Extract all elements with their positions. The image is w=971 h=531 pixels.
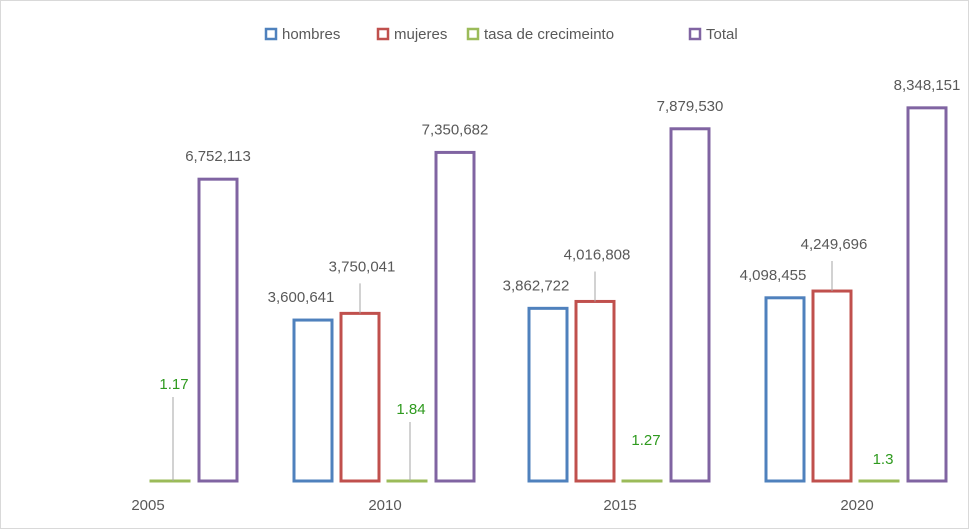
legend-label: mujeres (394, 26, 447, 43)
value-label: 1.17 (159, 376, 188, 393)
legend-label: Total (706, 26, 738, 43)
bar (764, 296, 806, 483)
legend-swatch (264, 27, 278, 41)
bar (574, 299, 616, 483)
value-label: 7,879,530 (657, 98, 724, 115)
legend-label: hombres (282, 26, 340, 43)
legend-swatch (376, 27, 390, 41)
value-label: 1.84 (396, 401, 425, 418)
bar (197, 177, 239, 483)
x-tick-label: 2015 (603, 497, 636, 514)
bar (906, 106, 948, 483)
bar (292, 318, 334, 483)
bar (339, 311, 381, 483)
value-label: 3,862,722 (503, 277, 570, 294)
value-label: 4,098,455 (740, 267, 807, 284)
value-label: 3,600,641 (268, 289, 335, 306)
value-label: 4,016,808 (564, 246, 631, 263)
legend-swatch (466, 27, 480, 41)
value-label: 8,348,151 (894, 77, 961, 94)
value-label: 1.27 (631, 432, 660, 449)
x-tick-label: 2010 (368, 497, 401, 514)
legend-swatch (688, 27, 702, 41)
bar (527, 306, 569, 483)
bar (669, 127, 711, 483)
value-label: 4,249,696 (801, 236, 868, 253)
value-label: 3,750,041 (329, 258, 396, 275)
legend-label: tasa de crecimeinto (484, 26, 614, 43)
bar (811, 289, 853, 483)
bar (434, 150, 476, 483)
value-label: 1.3 (873, 451, 894, 468)
value-label: 6,752,113 (185, 148, 251, 165)
x-tick-label: 2020 (840, 497, 873, 514)
x-tick-label: 2005 (131, 497, 164, 514)
value-label: 7,350,682 (422, 121, 489, 138)
